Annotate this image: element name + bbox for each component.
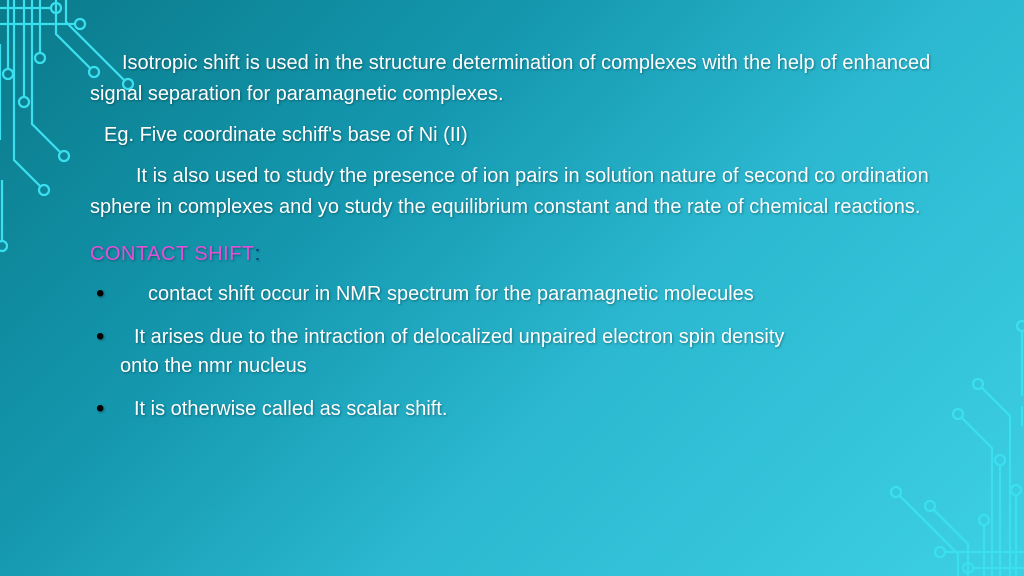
- bullet-2-line1: It arises due to the intraction of deloc…: [134, 326, 784, 348]
- list-item: It arises due to the intraction of deloc…: [90, 323, 954, 381]
- list-item: It is otherwise called as scalar shift.: [90, 395, 954, 424]
- bullet-list: contact shift occur in NMR spectrum for …: [90, 280, 954, 424]
- paragraph-3: It is also used to study the presence of…: [90, 161, 954, 223]
- bullet-2-line2: onto the nmr nucleus: [120, 352, 954, 381]
- slide-content: Isotropic shift is used in the structure…: [90, 48, 954, 438]
- paragraph-example: Eg. Five coordinate schiff's base of Ni …: [104, 120, 954, 151]
- bullet-1-text: contact shift occur in NMR spectrum for …: [148, 280, 754, 309]
- slide: Isotropic shift is used in the structure…: [0, 0, 1024, 576]
- heading-colon: :: [255, 243, 261, 265]
- heading-text: CONTACT SHIFT: [90, 243, 255, 265]
- bullet-3-text: It is otherwise called as scalar shift.: [134, 398, 447, 420]
- section-heading-contact-shift: CONTACT SHIFT:: [90, 239, 260, 270]
- list-item: contact shift occur in NMR spectrum for …: [90, 280, 954, 309]
- paragraph-1: Isotropic shift is used in the structure…: [90, 48, 954, 110]
